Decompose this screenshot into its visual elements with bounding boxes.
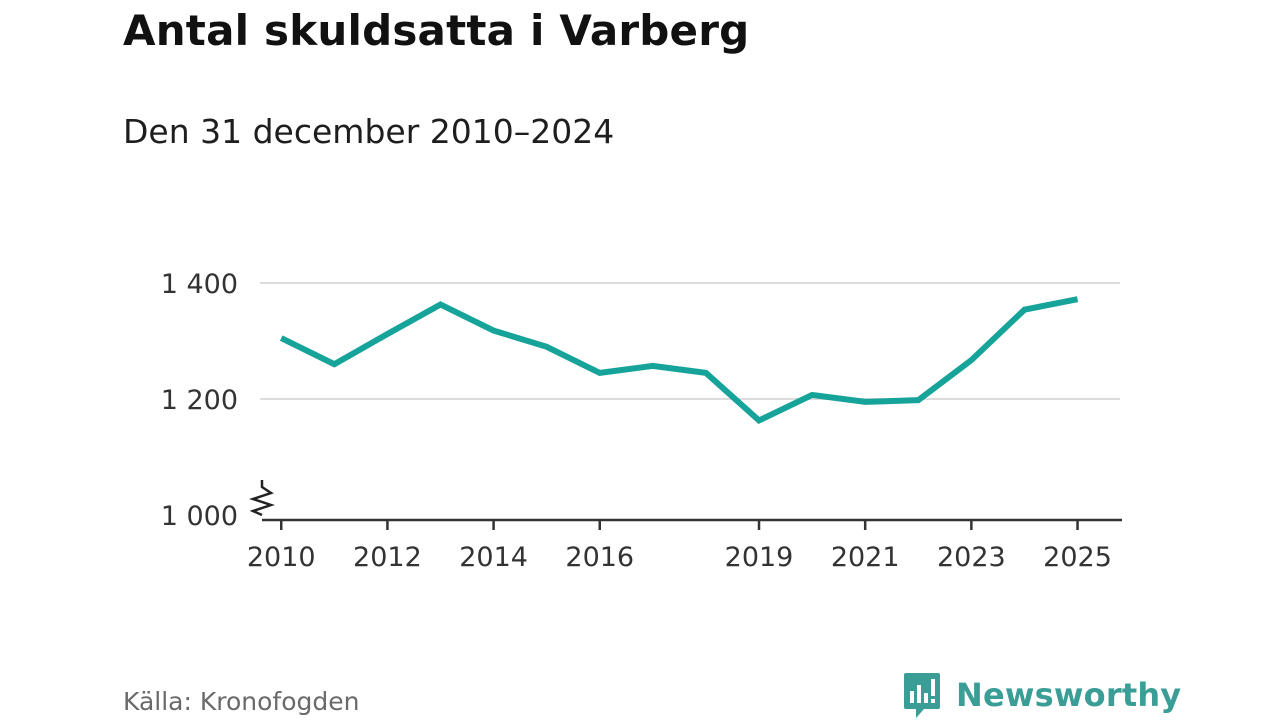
bar-chart-logo-icon	[904, 673, 940, 718]
data-point	[437, 301, 443, 307]
x-tick-label: 2019	[725, 542, 794, 573]
gridlines	[260, 282, 1120, 400]
data-point	[1075, 296, 1081, 302]
data-point	[384, 331, 390, 337]
data-point	[703, 370, 709, 376]
line-chart: 1 000 1 200 1 400 2010 2012 2014 2016 2019 2021…	[161, 269, 1122, 573]
data-point	[756, 417, 762, 423]
data-point	[1021, 307, 1027, 313]
data-point	[278, 335, 284, 341]
x-tick-label: 2016	[565, 542, 634, 573]
x-tick-label: 2021	[831, 542, 900, 573]
chart-subtitle: Den 31 december 2010–2024	[123, 112, 615, 151]
newsworthy-logo: Newsworthy	[902, 671, 1181, 719]
data-point	[597, 370, 603, 376]
x-tick-label: 2025	[1043, 542, 1112, 573]
y-tick-label: 1 400	[161, 269, 238, 300]
data-point	[968, 357, 974, 363]
data-point	[491, 328, 497, 334]
data-point	[544, 344, 550, 350]
series-line	[279, 296, 1079, 425]
axis-break-icon	[249, 480, 275, 517]
y-tick-label: 1 200	[161, 385, 238, 416]
x-tick-label: 2023	[937, 542, 1006, 573]
data-point	[809, 392, 815, 398]
y-axis-tick-labels: 1 000 1 200 1 400	[161, 269, 238, 532]
x-tick-label: 2010	[247, 542, 316, 573]
x-tick-label: 2012	[353, 542, 422, 573]
data-point	[862, 399, 868, 405]
series-layer	[278, 296, 1081, 425]
x-axis-tick-labels: 2010 2012 2014 2016 2019 2021 2023 2025	[247, 542, 1112, 573]
x-axis	[249, 480, 1122, 530]
data-point	[650, 363, 656, 369]
data-point	[915, 397, 921, 403]
data-point	[331, 361, 337, 367]
x-tick-label: 2014	[459, 542, 528, 573]
brand-name: Newsworthy	[956, 676, 1182, 714]
source-note: Källa: Kronofogden	[123, 687, 360, 716]
chart-title: Antal skuldsatta i Varberg	[123, 6, 750, 55]
y-tick-label: 1 000	[161, 501, 238, 532]
